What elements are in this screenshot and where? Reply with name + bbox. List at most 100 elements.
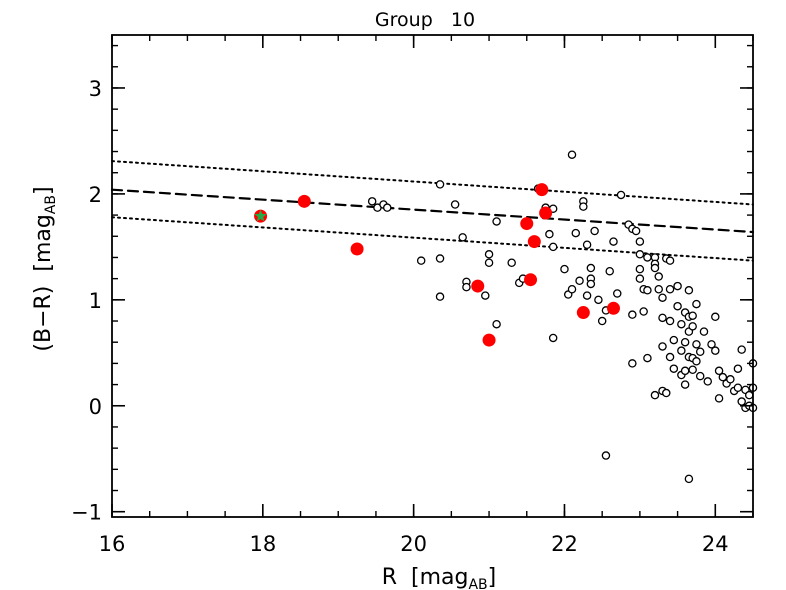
y-tick-label: −1 (71, 501, 102, 525)
field-galaxy-point (665, 316, 675, 326)
group-member-point (527, 235, 541, 249)
field-galaxy-point (714, 394, 724, 403)
field-galaxy-point (733, 364, 743, 373)
field-galaxy-point (658, 293, 667, 302)
field-galaxy-point (665, 352, 675, 362)
data-points (254, 150, 758, 484)
field-galaxy-point (545, 229, 554, 239)
field-galaxy-point (658, 313, 667, 323)
plot-frame (111, 34, 754, 518)
group-member-point (524, 273, 538, 287)
field-galaxy-point (688, 311, 697, 320)
field-galaxy-point (680, 337, 690, 347)
lower-bound-line (111, 216, 754, 262)
field-galaxy-point (658, 342, 667, 351)
upper-bound-line (111, 160, 754, 206)
field-galaxy-point (458, 233, 467, 242)
field-galaxy-point (601, 451, 611, 460)
field-galaxy-point (643, 353, 652, 363)
group-member-point (482, 333, 496, 347)
field-galaxy-point (635, 264, 645, 274)
field-galaxy-point (635, 237, 645, 246)
field-galaxy-point (669, 364, 679, 373)
field-galaxy-point (711, 312, 720, 322)
field-galaxy-point (669, 335, 679, 345)
field-galaxy-point (726, 375, 735, 384)
field-galaxy-point (450, 200, 460, 209)
axes: 16 18 20 22 24 −1 0 1 2 3 (71, 35, 754, 556)
field-galaxy-point (680, 366, 690, 376)
field-galaxy-point (484, 250, 494, 259)
group-member-point (471, 279, 485, 293)
field-galaxy-point (575, 276, 584, 286)
field-galaxy-point (586, 279, 596, 289)
brightest-galaxy-star-icon (254, 209, 267, 222)
field-galaxy-point (613, 289, 622, 298)
y-tick-label: 2 (89, 183, 102, 207)
field-galaxy-point (692, 357, 701, 366)
group-member-point (606, 301, 620, 315)
y-axis-label-main: (B−R) [mag (31, 214, 56, 351)
field-galaxy-point (548, 333, 558, 343)
field-galaxy-point (654, 284, 663, 294)
field-galaxy-point (707, 340, 716, 349)
y-axis-label-end: ] (31, 186, 56, 195)
field-galaxy-point (383, 203, 392, 212)
field-galaxy-point (699, 327, 709, 336)
field-galaxy-point (582, 291, 592, 300)
y-axis-label: (B−R) [magAB] (31, 165, 59, 386)
field-galaxy-point (688, 322, 697, 331)
x-axis-label-subscript: AB (468, 577, 487, 590)
x-axis-label-main: R [mag (382, 565, 469, 590)
field-galaxy-point (616, 190, 626, 200)
field-galaxy-point (677, 346, 686, 355)
field-galaxy-point (692, 340, 701, 349)
field-galaxy-point (435, 180, 445, 189)
field-galaxy-point (597, 316, 607, 326)
field-galaxy-point (650, 263, 660, 273)
group-member-point (520, 217, 534, 231)
field-galaxy-point (492, 217, 501, 226)
field-galaxy-point (688, 365, 697, 375)
group-member-point (297, 194, 311, 208)
field-galaxy-point (594, 295, 603, 305)
field-galaxy-point (435, 292, 445, 301)
group-member-point (539, 206, 553, 220)
field-galaxy-point (650, 390, 660, 400)
chart-title: Group 10 (375, 9, 475, 31)
field-galaxy-point (628, 359, 637, 368)
field-galaxy-point (635, 274, 645, 283)
red-sequence-line (110, 188, 755, 234)
field-galaxy-point (416, 256, 426, 265)
field-galaxy-point (680, 380, 690, 389)
field-galaxy-point (462, 282, 471, 292)
field-galaxy-point (673, 301, 682, 311)
field-galaxy-point (684, 286, 694, 295)
field-galaxy-point (665, 284, 675, 294)
field-galaxy-point (590, 226, 599, 236)
field-galaxy-point (560, 264, 569, 274)
field-galaxy-point (481, 291, 490, 300)
field-galaxy-point (582, 240, 592, 249)
field-galaxy-point (718, 372, 728, 382)
x-tick-label: 16 (99, 532, 126, 556)
x-tick-label: 20 (400, 532, 427, 556)
field-galaxy-point (367, 197, 377, 206)
field-galaxy-point (643, 253, 652, 262)
x-tick-label: 18 (249, 532, 276, 556)
field-galaxy-point (609, 237, 618, 246)
y-tick-label: 1 (89, 289, 102, 313)
y-axis-label-subscript: AB (43, 195, 59, 214)
reference-lines (110, 160, 755, 262)
field-galaxy-point (605, 266, 614, 276)
field-galaxy-point (635, 250, 645, 259)
field-galaxy-point (579, 202, 588, 211)
field-galaxy-point (703, 377, 713, 386)
x-tick-label: 24 (702, 532, 729, 556)
field-galaxy-point (492, 319, 501, 329)
group-member-point (350, 242, 364, 256)
field-galaxy-point (673, 281, 682, 291)
field-galaxy-point (677, 319, 686, 329)
group-member-point (535, 183, 549, 197)
